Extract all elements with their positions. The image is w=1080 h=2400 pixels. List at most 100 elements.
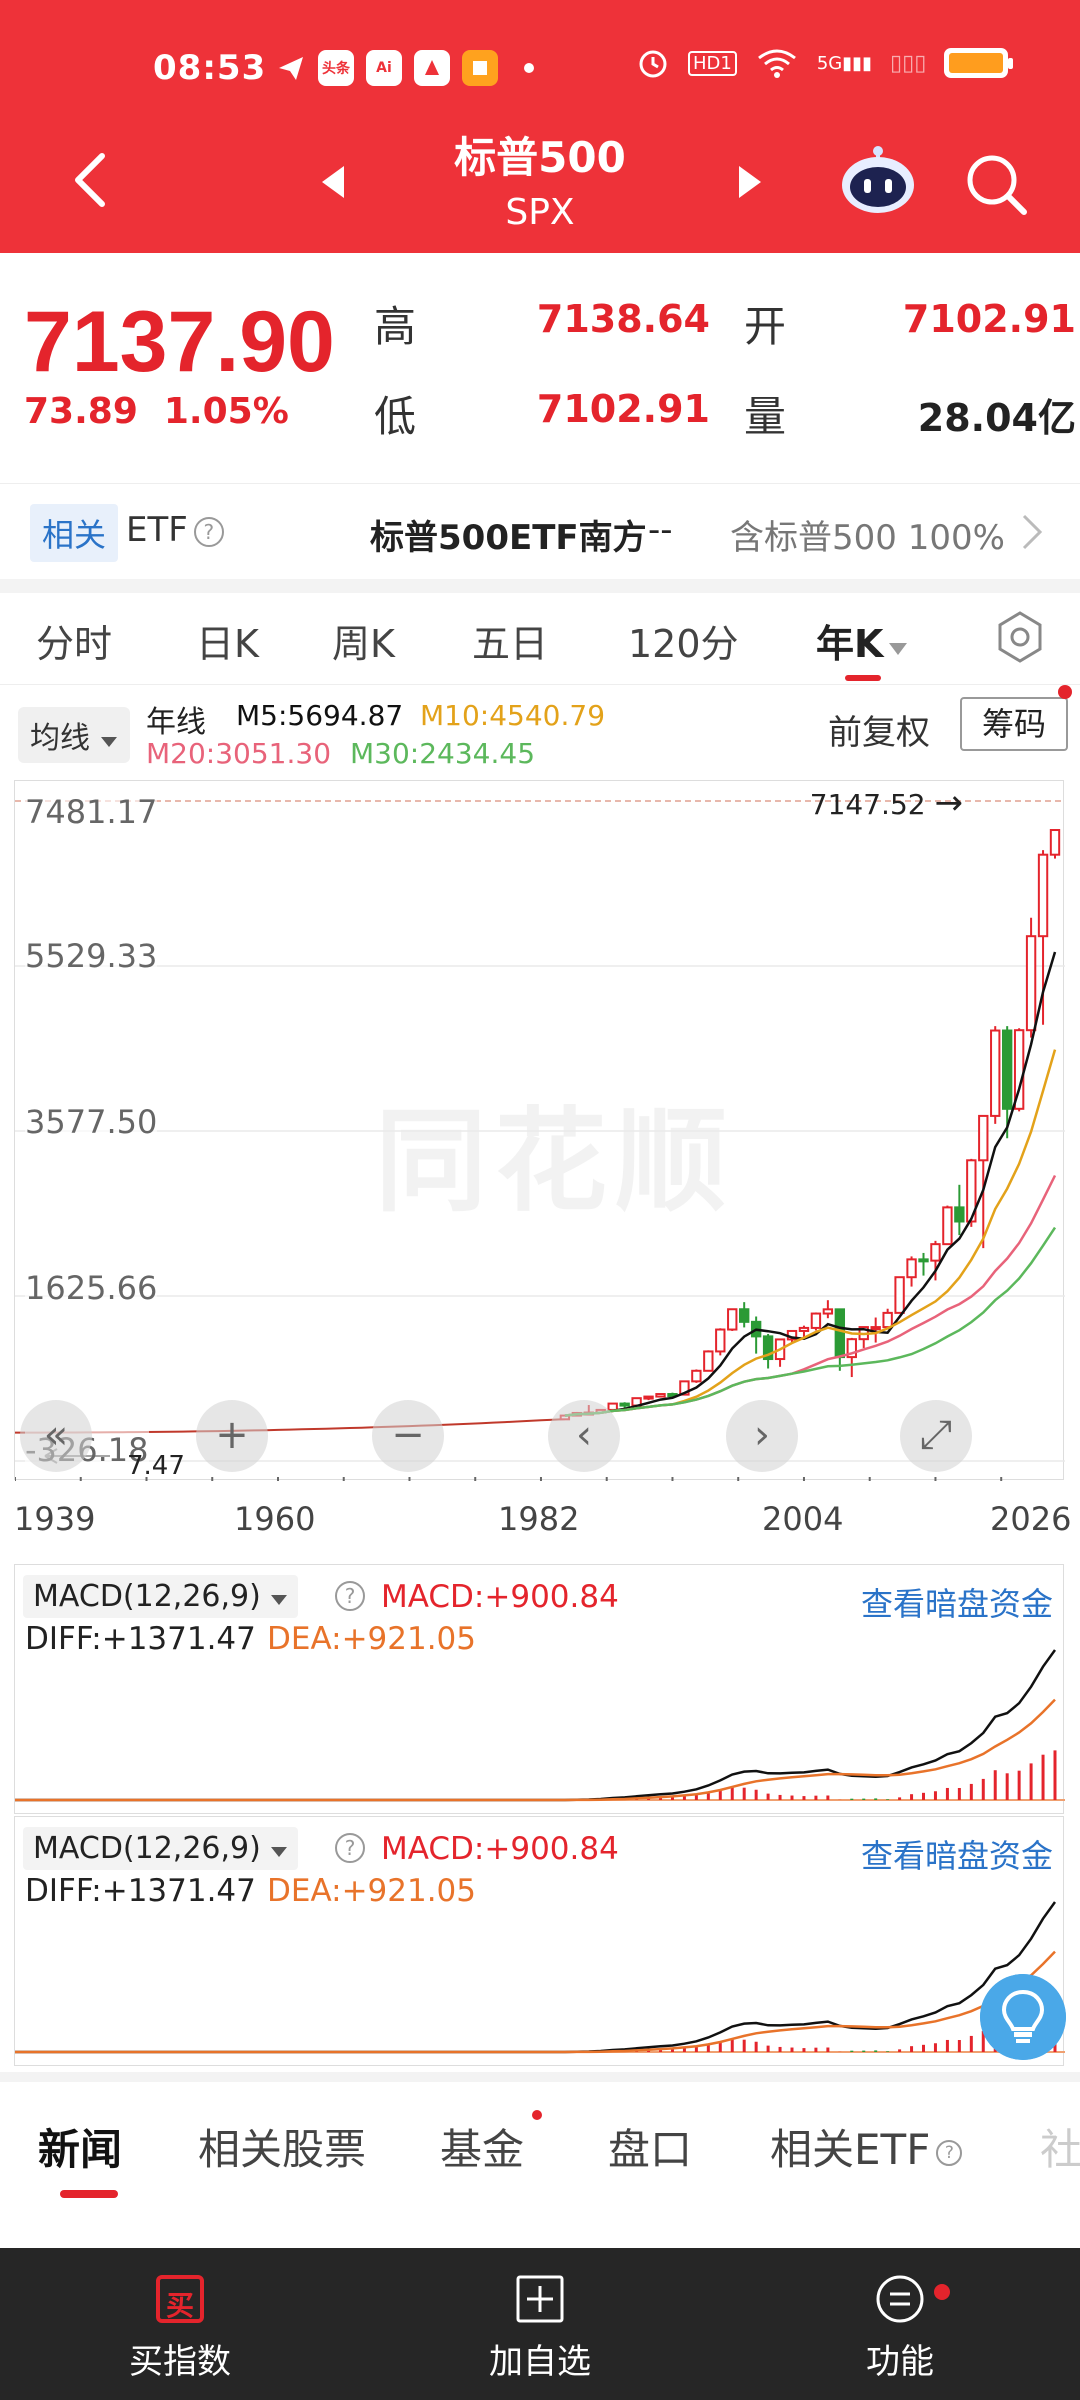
next-index-button[interactable] (735, 164, 765, 200)
tab-intraday[interactable]: 分时 (36, 622, 113, 666)
buy-label: 买指数 (129, 2342, 231, 2382)
tab-120min[interactable]: 120分 (628, 622, 739, 666)
section-divider (0, 579, 1080, 593)
candle-body (679, 1380, 690, 1396)
add-watchlist-button[interactable]: 加自选 (440, 2274, 640, 2383)
tab-yearly-k-label: 年K (816, 622, 884, 666)
add-label: 加自选 (489, 2342, 591, 2382)
fullscreen-button[interactable]: ⤢ (900, 1400, 972, 1472)
open-label: 开 (744, 302, 787, 351)
x-tick-label: 1939 (14, 1500, 96, 1538)
caret-down-icon (889, 643, 908, 655)
candle-body (978, 1114, 989, 1162)
candle-body (1002, 1029, 1013, 1110)
paper-plane-icon (279, 57, 303, 80)
tab-news[interactable]: 新闻 (38, 2125, 123, 2174)
app-icon (414, 50, 450, 86)
zoom-out-button[interactable]: − (372, 1400, 444, 1472)
battery-icon (944, 48, 1014, 78)
back-button[interactable] (70, 150, 110, 210)
macd-panel-1[interactable]: MACD(12,26,9) ? MACD:+900.84 查看暗盘资金 DIFF… (14, 1564, 1065, 1814)
x-tick-label: 2026 (990, 1500, 1072, 1538)
tab-related-stocks[interactable]: 相关股票 (198, 2125, 367, 2174)
etf-change: -- (648, 510, 673, 550)
candle-body (918, 1258, 929, 1263)
candle-body (798, 1326, 810, 1332)
tab-community[interactable]: 社 (1040, 2125, 1080, 2174)
scroll-right-button[interactable]: › (726, 1400, 798, 1472)
candle-body (1037, 853, 1049, 938)
candle-body (1049, 829, 1061, 856)
low-value: 7102.91 (536, 387, 710, 431)
notification-dot (532, 2110, 542, 2120)
macd-indicator-select[interactable]: MACD(12,26,9) (23, 1575, 299, 1618)
more-notifications-dot (524, 63, 534, 73)
etf-label: ETF? (126, 510, 224, 550)
tab-weekly-k[interactable]: 周K (332, 622, 395, 666)
candle-body (727, 1308, 738, 1331)
robot-assistant-icon[interactable] (838, 145, 918, 217)
chip-distribution-button[interactable]: 筹码 (960, 697, 1068, 751)
tab-active-indicator (60, 2190, 118, 2198)
chevron-right-icon[interactable] (1020, 512, 1044, 552)
tab-related-etf[interactable]: 相关ETF? (770, 2116, 963, 2177)
tab-order-book[interactable]: 盘口 (608, 2125, 693, 2174)
search-icon[interactable] (962, 150, 1030, 218)
max-price-marker: 7147.52 → (809, 783, 963, 823)
kline-chart[interactable]: 同花顺 7481.17 5529.33 3577.50 1625.66 -326… (14, 780, 1065, 1481)
candle-body (930, 1243, 941, 1262)
zoom-in-button[interactable]: + (196, 1400, 268, 1472)
dark-pool-link[interactable]: 查看暗盘资金 (860, 1585, 1053, 1623)
tab-five-day[interactable]: 五日 (472, 622, 549, 666)
lightbulb-icon[interactable] (980, 1974, 1066, 2060)
x-tick-label: 1982 (498, 1500, 580, 1538)
notification-icons: 头条 Ai (276, 50, 534, 86)
functions-button[interactable]: 功能 (800, 2274, 1000, 2383)
dea-value: DEA:+921.05 (267, 1621, 477, 1657)
y-tick-label: 5529.33 (25, 937, 158, 975)
indicator-select-label: 均线 (30, 721, 90, 756)
candle-body (942, 1206, 953, 1246)
related-tag: 相关 (30, 504, 119, 562)
tab-active-indicator (845, 675, 881, 681)
caret-down-icon (271, 1595, 288, 1605)
adjust-mode-button[interactable]: 前复权 (828, 713, 930, 753)
dea-line (15, 1698, 1056, 1802)
tab-daily-k[interactable]: 日K (196, 622, 259, 666)
etf-name: 标普500ETF南方 (370, 518, 647, 558)
candle-body (834, 1308, 846, 1359)
change-absolute: 73.89 (24, 391, 138, 432)
candle-body (739, 1308, 750, 1323)
watermark: 同花顺 (375, 1097, 735, 1227)
help-icon[interactable]: ? (193, 516, 224, 547)
candle-body (894, 1276, 905, 1314)
ma10-line (564, 1049, 1057, 1417)
page-subtitle: SPX (505, 192, 575, 233)
tab-funds[interactable]: 基金 (440, 2125, 525, 2174)
macd-panel-2[interactable]: MACD(12,26,9) ? MACD:+900.84 查看暗盘资金 DIFF… (14, 1816, 1065, 2066)
caret-down-icon (271, 1847, 288, 1857)
dea-value: DEA:+921.05 (267, 1873, 477, 1909)
macd-value: MACD:+900.84 (381, 1831, 619, 1867)
buy-icon (156, 2275, 204, 2323)
functions-label: 功能 (866, 2342, 934, 2382)
candle-body (619, 1402, 630, 1407)
scroll-left-fast-button[interactable]: « (20, 1400, 92, 1472)
help-icon[interactable]: ? (335, 1833, 365, 1863)
m5-value: M5:5694.87 (236, 699, 404, 732)
prev-index-button[interactable] (318, 164, 348, 200)
diff-line (15, 1649, 1057, 1802)
tab-yearly-k[interactable]: 年K (816, 613, 909, 668)
indicator-select[interactable]: 均线 (18, 707, 130, 763)
gear-icon[interactable] (992, 609, 1048, 665)
high-label: 高 (374, 302, 417, 351)
current-price: 7137.90 (24, 294, 335, 390)
ma-legend: 均线 年线 M5:5694.87 M10:4540.79 M20:3051.30… (0, 685, 1080, 780)
macd-indicator-label: MACD(12,26,9) (33, 1579, 261, 1614)
scroll-left-button[interactable]: ‹ (548, 1400, 620, 1472)
related-etf-row[interactable]: 相关 ETF? 标普500ETF南方 -- 含标普500 100% (0, 483, 1080, 579)
dark-pool-link[interactable]: 查看暗盘资金 (860, 1837, 1053, 1875)
help-icon[interactable]: ? (335, 1581, 365, 1611)
buy-index-button[interactable]: 买 买指数 (80, 2274, 280, 2383)
macd-indicator-select[interactable]: MACD(12,26,9) (23, 1827, 299, 1870)
